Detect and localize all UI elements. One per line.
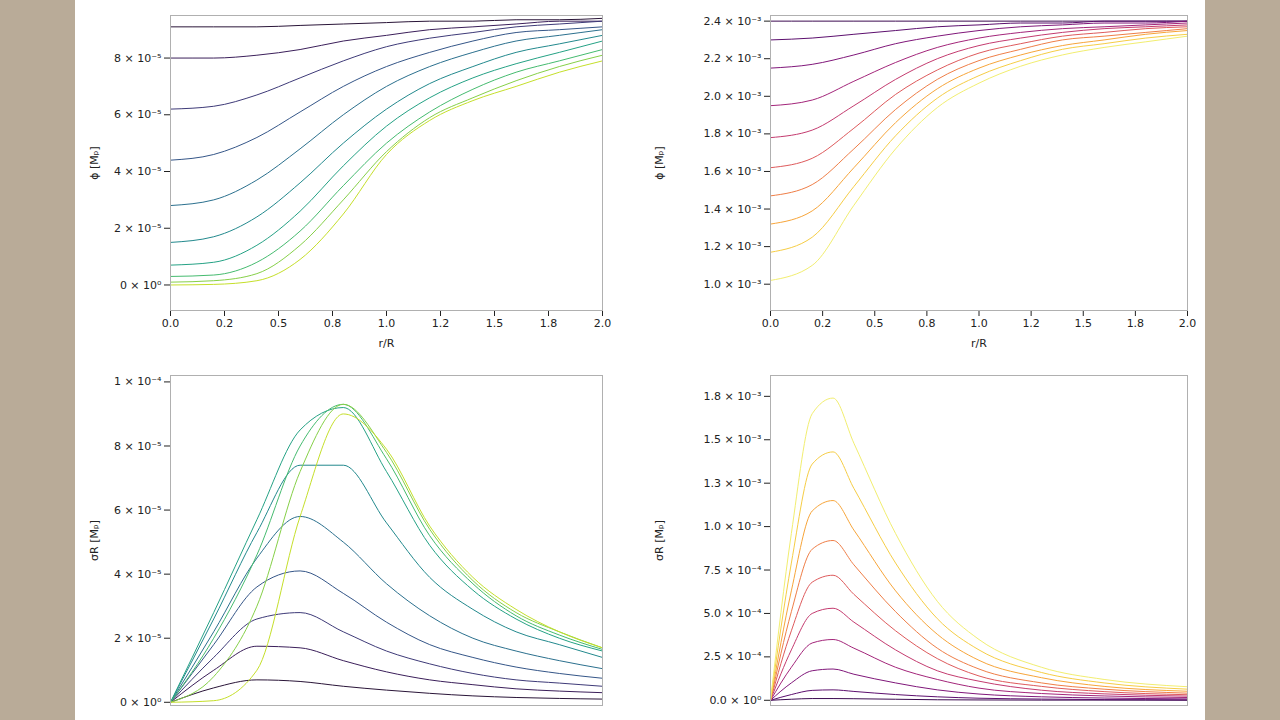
svg-text:0.0 × 10⁰: 0.0 × 10⁰ bbox=[709, 694, 762, 707]
svg-text:1.2 × 10⁻³: 1.2 × 10⁻³ bbox=[704, 240, 762, 253]
svg-text:2.2 × 10⁻³: 2.2 × 10⁻³ bbox=[704, 52, 762, 65]
svg-text:7.5 × 10⁻⁴: 7.5 × 10⁻⁴ bbox=[704, 564, 763, 577]
svg-text:1.0: 1.0 bbox=[378, 317, 396, 330]
svg-text:0.2: 0.2 bbox=[814, 317, 832, 330]
svg-text:0.5: 0.5 bbox=[866, 317, 884, 330]
svg-text:0.0: 0.0 bbox=[162, 317, 180, 330]
svg-text:2.0: 2.0 bbox=[1179, 317, 1197, 330]
svg-text:1.3 × 10⁻³: 1.3 × 10⁻³ bbox=[704, 477, 762, 490]
svg-text:1.8 × 10⁻³: 1.8 × 10⁻³ bbox=[704, 390, 762, 403]
svg-text:2.0: 2.0 bbox=[594, 317, 612, 330]
svg-text:1.6 × 10⁻³: 1.6 × 10⁻³ bbox=[704, 165, 762, 178]
svg-text:6 × 10⁻⁵: 6 × 10⁻⁵ bbox=[114, 108, 161, 121]
svg-text:ϕ [Mₚ]: ϕ [Mₚ] bbox=[88, 146, 101, 180]
svg-text:2.0 × 10⁻³: 2.0 × 10⁻³ bbox=[704, 90, 762, 103]
svg-text:1.5: 1.5 bbox=[486, 317, 504, 330]
svg-text:4 × 10⁻⁵: 4 × 10⁻⁵ bbox=[114, 165, 161, 178]
svg-text:1.0 × 10⁻³: 1.0 × 10⁻³ bbox=[704, 520, 762, 533]
svg-text:8 × 10⁻⁵: 8 × 10⁻⁵ bbox=[114, 440, 161, 453]
svg-text:1.2: 1.2 bbox=[432, 317, 450, 330]
svg-text:1.2: 1.2 bbox=[1022, 317, 1040, 330]
svg-text:1.8 × 10⁻³: 1.8 × 10⁻³ bbox=[704, 127, 762, 140]
svg-text:1.8: 1.8 bbox=[540, 317, 558, 330]
svg-text:5.0 × 10⁻⁴: 5.0 × 10⁻⁴ bbox=[704, 607, 763, 620]
svg-text:σR [Mₚ]: σR [Mₚ] bbox=[88, 520, 101, 561]
svg-text:2.5 × 10⁻⁴: 2.5 × 10⁻⁴ bbox=[704, 650, 763, 663]
svg-text:0.5: 0.5 bbox=[270, 317, 288, 330]
svg-text:2.4 × 10⁻³: 2.4 × 10⁻³ bbox=[704, 15, 762, 28]
svg-text:0.8: 0.8 bbox=[324, 317, 342, 330]
svg-text:0.2: 0.2 bbox=[216, 317, 234, 330]
svg-text:4 × 10⁻⁵: 4 × 10⁻⁵ bbox=[114, 568, 161, 581]
svg-text:r/R: r/R bbox=[379, 337, 395, 350]
svg-text:0.0: 0.0 bbox=[762, 317, 780, 330]
svg-text:2 × 10⁻⁵: 2 × 10⁻⁵ bbox=[114, 222, 161, 235]
svg-text:0 × 10⁰: 0 × 10⁰ bbox=[120, 278, 162, 291]
svg-text:6 × 10⁻⁵: 6 × 10⁻⁵ bbox=[114, 504, 161, 517]
svg-text:2 × 10⁻⁵: 2 × 10⁻⁵ bbox=[114, 632, 161, 645]
svg-text:8 × 10⁻⁵: 8 × 10⁻⁵ bbox=[114, 52, 161, 65]
svg-text:1.0: 1.0 bbox=[970, 317, 988, 330]
svg-text:σR [Mₚ]: σR [Mₚ] bbox=[653, 520, 666, 561]
svg-text:1.0 × 10⁻³: 1.0 × 10⁻³ bbox=[704, 278, 762, 291]
svg-text:1.8: 1.8 bbox=[1127, 317, 1145, 330]
svg-text:1.4 × 10⁻³: 1.4 × 10⁻³ bbox=[704, 203, 762, 216]
svg-text:0 × 10⁰: 0 × 10⁰ bbox=[120, 696, 162, 709]
svg-text:1.5 × 10⁻³: 1.5 × 10⁻³ bbox=[704, 433, 762, 446]
svg-text:1.5: 1.5 bbox=[1075, 317, 1093, 330]
svg-text:ϕ [Mₚ]: ϕ [Mₚ] bbox=[653, 146, 666, 180]
svg-text:0.8: 0.8 bbox=[918, 317, 936, 330]
svg-text:r/R: r/R bbox=[971, 337, 987, 350]
svg-text:1 × 10⁻⁴: 1 × 10⁻⁴ bbox=[114, 375, 162, 388]
